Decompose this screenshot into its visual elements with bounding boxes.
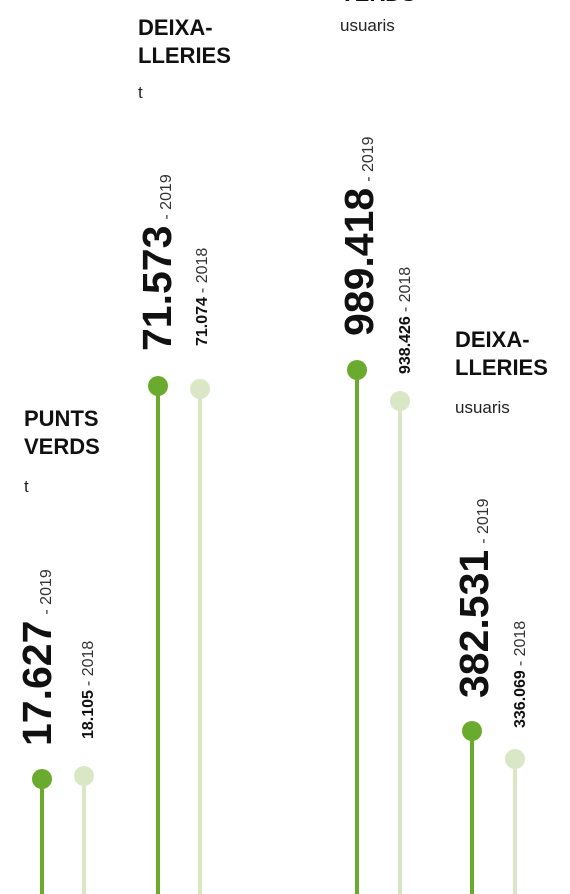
value-2019-number: 17.627 <box>14 621 60 746</box>
group-title: LLERIES <box>455 355 548 380</box>
value-2019: 71.573 - 2019 <box>134 174 180 351</box>
value-2018: 938.426 - 2018 <box>397 267 414 374</box>
group-title: PUNTS <box>24 406 99 431</box>
dot-2018 <box>390 391 410 411</box>
value-2018-number: 336.069 <box>512 670 529 728</box>
year-2018: - 2018 <box>80 641 97 686</box>
group-title: LLERIES <box>138 43 231 68</box>
unit-label: usuaris <box>340 16 395 35</box>
year-2019: - 2019 <box>158 174 175 219</box>
unit-label: usuaris <box>455 398 510 417</box>
dot-2019 <box>32 769 52 789</box>
year-2019: - 2019 <box>38 569 55 614</box>
value-2019: 989.418 - 2019 <box>336 136 382 336</box>
unit-label: t <box>138 83 143 102</box>
value-2019-number: 382.531 <box>451 550 497 698</box>
group-title: DEIXA- <box>138 15 213 40</box>
year-2018: - 2018 <box>397 267 414 312</box>
value-2018-number: 938.426 <box>397 316 414 374</box>
dot-2018 <box>190 379 210 399</box>
dot-2019 <box>462 721 482 741</box>
value-2019-number: 989.418 <box>336 188 382 336</box>
group-title: VERDS <box>340 0 416 6</box>
unit-label: t <box>24 477 29 496</box>
value-2018: 18.105 - 2018 <box>80 641 97 739</box>
value-2018-number: 18.105 <box>80 690 97 739</box>
value-2018: 71.074 - 2018 <box>194 248 211 346</box>
value-2018-number: 71.074 <box>194 297 211 346</box>
group-title: VERDS <box>24 434 100 459</box>
value-2019: 17.627 - 2019 <box>14 569 60 746</box>
dot-2018 <box>505 749 525 769</box>
value-2018: 336.069 - 2018 <box>512 621 529 728</box>
value-2019-number: 71.573 <box>134 226 180 351</box>
year-2018: - 2018 <box>194 248 211 293</box>
year-2019: - 2019 <box>475 498 492 543</box>
dot-2018 <box>74 766 94 786</box>
year-2019: - 2019 <box>360 136 377 181</box>
dot-2019 <box>347 360 367 380</box>
value-2019: 382.531 - 2019 <box>451 498 497 698</box>
year-2018: - 2018 <box>512 621 529 666</box>
group-title: DEIXA- <box>455 327 530 352</box>
dot-2019 <box>148 376 168 396</box>
